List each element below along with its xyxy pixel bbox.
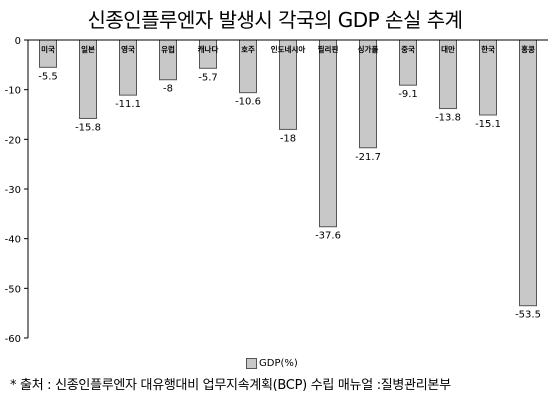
y-tick-label: -50 <box>5 284 21 295</box>
category-label: 영국 <box>121 44 135 54</box>
data-label: -11.1 <box>115 99 141 110</box>
data-label: -5.5 <box>38 71 58 82</box>
category-label: 한국 <box>481 44 495 54</box>
category-label: 일본 <box>81 44 95 54</box>
category-label: 미국 <box>41 44 55 54</box>
bar <box>519 39 537 307</box>
y-tick-label: 0 <box>15 36 21 47</box>
category-label: 호주 <box>241 44 255 54</box>
category-label: 대만 <box>441 44 455 54</box>
legend-label: GDP(%) <box>259 357 298 369</box>
category-label: 홍콩 <box>521 44 535 54</box>
bar <box>359 39 377 149</box>
data-label: -15.1 <box>475 119 501 130</box>
legend: GDP(%) <box>246 356 298 370</box>
y-tick-label: -10 <box>5 86 21 97</box>
y-tick-label: -30 <box>5 185 21 196</box>
chart-title: 신종인플루엔자 발생시 각국의 GDP 손실 추계 <box>87 8 463 32</box>
category-label: 캐나다 <box>198 44 219 54</box>
data-label: -9.1 <box>398 89 418 100</box>
data-label: -5.7 <box>198 72 218 83</box>
y-tick-label: -20 <box>5 135 21 146</box>
data-label: -10.6 <box>235 97 261 108</box>
data-label: -8 <box>163 84 173 95</box>
category-label: 중국 <box>401 45 415 54</box>
data-label: -37.6 <box>315 231 341 242</box>
y-tick-label: -60 <box>5 334 21 345</box>
data-label: -21.7 <box>355 152 381 163</box>
bar <box>319 39 337 228</box>
category-label: 유럽 <box>161 44 175 54</box>
category-label: 인도네시아 <box>271 44 306 54</box>
source-note: * 출처 : 신종인플루엔자 대유행대비 업무지속계획(BCP) 수립 매뉴얼 … <box>10 378 451 393</box>
data-label: -13.8 <box>435 113 461 124</box>
data-label: -18 <box>280 133 296 144</box>
category-label: 싱가폴 <box>358 44 379 54</box>
legend-swatch <box>246 357 257 369</box>
category-label: 필리핀 <box>318 44 339 54</box>
data-label: -15.8 <box>75 122 101 133</box>
y-tick-label: -40 <box>5 235 21 246</box>
data-label: -53.5 <box>515 310 541 321</box>
